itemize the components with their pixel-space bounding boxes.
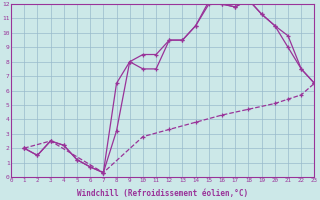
X-axis label: Windchill (Refroidissement éolien,°C): Windchill (Refroidissement éolien,°C)	[77, 189, 248, 198]
